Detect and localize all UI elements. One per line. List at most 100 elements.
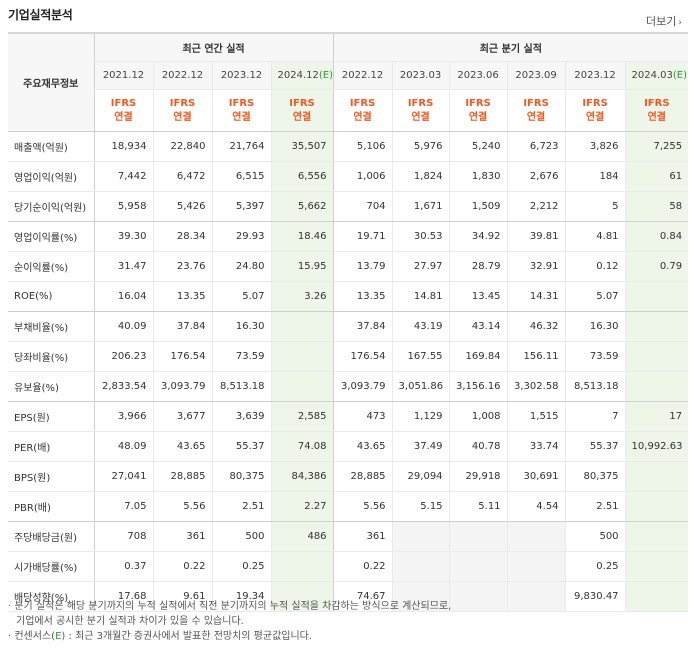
annual-value-cell: 18.46 xyxy=(270,221,334,252)
accounting-basis-cell: IFRS 연결 xyxy=(624,89,689,132)
quarter-value-cell xyxy=(448,581,508,612)
accounting-basis-cell: IFRS 연결 xyxy=(332,89,393,132)
row-label: 주당배당금(원) xyxy=(8,521,94,552)
annual-group-header: 최근 연간 실적 xyxy=(93,32,334,62)
quarter-value-cell xyxy=(624,581,689,612)
annual-value-cell xyxy=(270,371,334,402)
basis-scope: 연결 xyxy=(585,111,605,123)
quarter-value-cell: 5.15 xyxy=(391,491,450,522)
basis-scope: 연결 xyxy=(647,111,667,123)
annual-value-cell xyxy=(270,551,334,582)
accounting-basis-cell: IFRS 연결 xyxy=(152,89,212,132)
annual-value-cell: 3,677 xyxy=(152,401,212,432)
row-label: 유보율(%) xyxy=(8,371,94,402)
quarter-value-cell: 184 xyxy=(564,161,626,192)
annual-value-cell: 40.09 xyxy=(93,311,153,342)
table-row: 유보율(%) 2,833.54 3,093.79 8,513.18 3,093.79 3,… xyxy=(8,371,689,402)
annual-value-cell: 206.23 xyxy=(93,341,153,372)
quarter-value-cell xyxy=(391,581,450,612)
annual-value-cell: 23.76 xyxy=(152,251,212,282)
annual-value-cell: 16.04 xyxy=(93,281,153,312)
table-row: 당좌비율(%) 206.23 176.54 73.59 176.54 167.55 169.… xyxy=(8,341,689,372)
more-link[interactable]: 더보기 › xyxy=(646,13,682,29)
quarter-group-header: 최근 분기 실적 xyxy=(332,32,689,62)
estimate-mark: (E) xyxy=(318,70,333,81)
annual-value-cell: 21,764 xyxy=(211,131,271,162)
annual-value-cell: 5.56 xyxy=(152,491,212,522)
quarter-period-header: 2023.09 xyxy=(506,61,566,90)
annual-value-cell: 3.26 xyxy=(270,281,334,312)
annual-value-cell: 5,662 xyxy=(270,191,334,222)
quarter-value-cell xyxy=(624,341,689,372)
quarter-value-cell: 2,676 xyxy=(506,161,566,192)
annual-value-cell xyxy=(270,581,334,612)
basis-standard: IFRS xyxy=(228,97,255,109)
quarter-value-cell: 43.65 xyxy=(332,431,393,462)
basis-row: IFRS 연결 IFRS 연결 IFRS 연결 IFRS 연결 IFRS 연결 IFRS 연결 IFRS… xyxy=(8,89,689,132)
accounting-basis-cell: IFRS 연결 xyxy=(448,89,508,132)
annual-period-header: 2024.12(E) xyxy=(270,61,334,90)
table-row: 영업이익률(%) 39.30 28.34 29.93 18.46 19.71 30.53 34… xyxy=(8,221,689,252)
quarter-value-cell: 1,515 xyxy=(506,401,566,432)
annual-value-cell: 5,426 xyxy=(152,191,212,222)
annual-value-cell: 17.68 xyxy=(93,581,153,612)
chevron-right-icon: › xyxy=(678,18,682,28)
quarter-value-cell: 80,375 xyxy=(564,461,626,492)
basis-standard: IFRS xyxy=(644,97,670,109)
period-label: 2024.03 xyxy=(631,70,673,81)
row-label: BPS(원) xyxy=(8,461,94,492)
basis-scope: 연결 xyxy=(173,111,192,123)
quarter-value-cell: 10,992.63 xyxy=(624,431,689,462)
quarter-value-cell: 7,255 xyxy=(624,131,689,162)
footnote-consensus-mark: E xyxy=(55,631,62,642)
row-label: ROE(%) xyxy=(8,281,94,312)
period-label: 2021.12 xyxy=(102,70,145,81)
annual-value-cell: 7,442 xyxy=(93,161,153,192)
table-row: 주당배당금(원) 708 361 500 486 361 500 xyxy=(8,521,689,552)
annual-value-cell: 28,885 xyxy=(152,461,212,492)
annual-value-cell: 176.54 xyxy=(152,341,212,372)
estimate-mark: (E) xyxy=(672,70,688,81)
period-label: 2022.12 xyxy=(161,70,204,81)
table-row: EPS(원) 3,966 3,677 3,639 2,585 473 1,129 1,008 1… xyxy=(8,401,689,432)
quarter-value-cell: 3,093.79 xyxy=(332,371,393,402)
quarter-period-header: 2024.03(E) xyxy=(624,61,689,90)
annual-value-cell: 84,386 xyxy=(270,461,334,492)
table-row: BPS(원) 27,041 28,885 80,375 84,386 28,885 29,0… xyxy=(8,461,689,492)
annual-value-cell: 0.25 xyxy=(211,551,271,582)
table-row: 매출액(억원) 18,934 22,840 21,764 35,507 5,106 5,97… xyxy=(8,131,689,162)
quarter-value-cell: 2,212 xyxy=(506,191,566,222)
annual-value-cell: 3,093.79 xyxy=(152,371,212,402)
row-label: 순이익률(%) xyxy=(8,251,94,282)
row-label: PBR(배) xyxy=(8,491,94,522)
annual-value-cell: 28.34 xyxy=(152,221,212,252)
quarter-value-cell xyxy=(391,521,450,552)
quarter-value-cell: 16.30 xyxy=(564,311,626,342)
row-label: PER(배) xyxy=(8,431,94,462)
basis-scope: 연결 xyxy=(114,111,133,123)
quarter-value-cell xyxy=(624,311,689,342)
quarter-value-cell: 1,830 xyxy=(448,161,508,192)
quarter-value-cell: 13.45 xyxy=(448,281,508,312)
quarter-value-cell: 32.91 xyxy=(506,251,566,282)
row-label: 시가배당률(%) xyxy=(8,551,94,582)
basis-standard: IFRS xyxy=(523,97,549,109)
quarter-value-cell: 704 xyxy=(332,191,393,222)
quarter-value-cell: 19.71 xyxy=(332,221,393,252)
annual-value-cell: 3,966 xyxy=(93,401,153,432)
annual-value-cell: 5.07 xyxy=(211,281,271,312)
period-label: 2024.12 xyxy=(277,70,319,81)
annual-value-cell: 80,375 xyxy=(211,461,271,492)
annual-value-cell: 2.27 xyxy=(270,491,334,522)
more-label: 더보기 xyxy=(646,15,677,28)
annual-value-cell: 73.59 xyxy=(211,341,271,372)
accounting-basis-cell: IFRS 연결 xyxy=(391,89,450,132)
quarter-value-cell: 1,824 xyxy=(391,161,450,192)
basis-standard: IFRS xyxy=(582,97,608,109)
quarter-value-cell: 361 xyxy=(332,521,393,552)
footnote-quarterly: · 분기 실적은 해당 분기까지의 누적 실적에서 직전 분기까지의 누적 실적… xyxy=(8,601,452,612)
quarter-value-cell: 8,513.18 xyxy=(564,371,626,402)
quarter-value-cell: 73.59 xyxy=(564,341,626,372)
quarter-value-cell: 0.12 xyxy=(564,251,626,282)
